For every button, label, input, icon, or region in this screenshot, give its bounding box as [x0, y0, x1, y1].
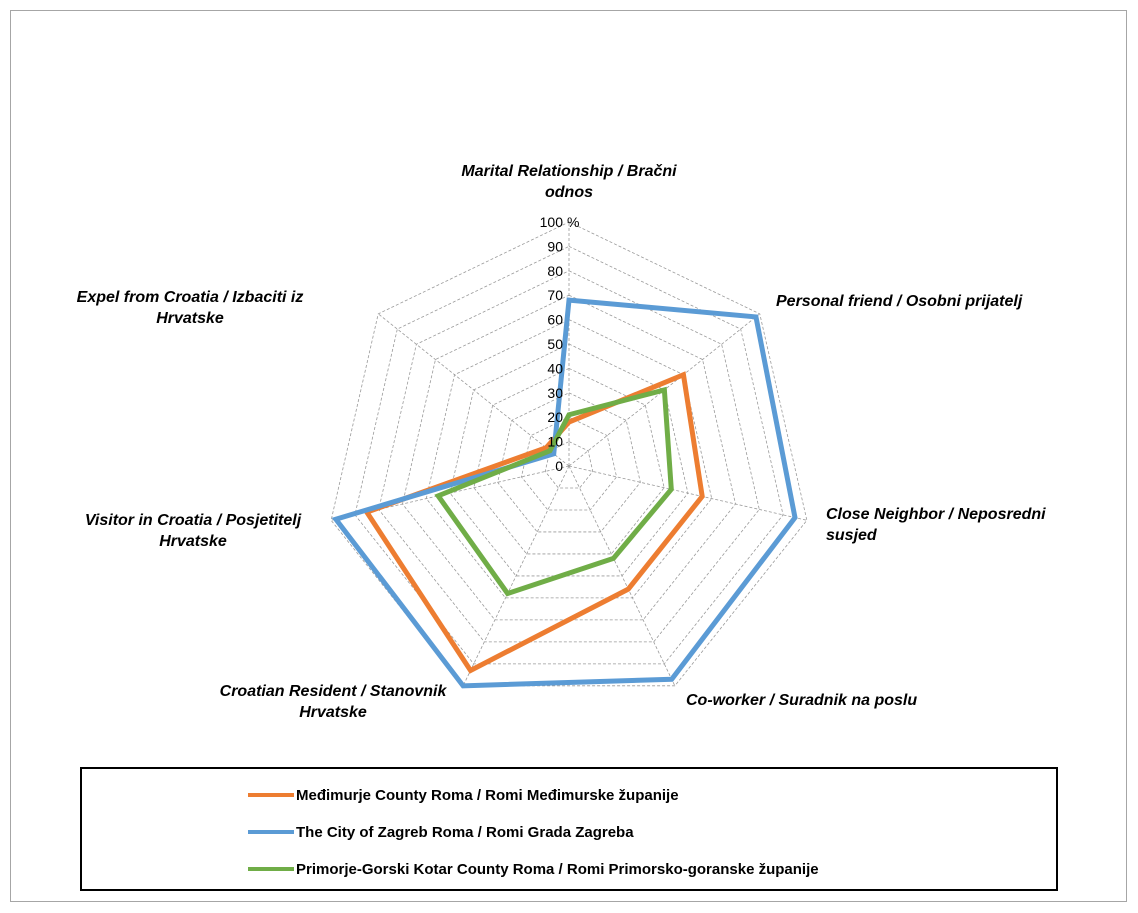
- grid-ring-50: [449, 343, 689, 577]
- chart-frame: [10, 10, 1127, 902]
- legend-swatch-medimurje: [248, 793, 294, 797]
- tick-label-100: 100: [540, 214, 564, 230]
- grid-ring-70: [402, 294, 736, 621]
- grid-ring-30: [497, 392, 641, 533]
- axis-label-1: Personal friend / Osobni prijatelj: [776, 293, 1023, 310]
- legend-label-medimurje: Međimurje County Roma / Romi Međimurske …: [296, 786, 679, 804]
- tick-label-30: 30: [547, 385, 563, 401]
- radar-grid: [330, 221, 808, 687]
- grid-ring-90: [354, 245, 784, 665]
- axis-label-0: Marital Relationship / Bračni odnos: [461, 163, 677, 201]
- series-line-2: [434, 386, 674, 597]
- tick-label-80: 80: [547, 263, 563, 279]
- legend: Međimurje County Roma / Romi Međimurske …: [80, 767, 1058, 891]
- spoke-4: [462, 465, 570, 687]
- legend-swatch-primorje: [248, 867, 294, 871]
- grid-ring-40: [473, 367, 665, 555]
- grid-ring-20: [520, 416, 618, 511]
- unit-label: %: [567, 214, 579, 230]
- tick-label-90: 90: [547, 238, 563, 254]
- spoke-6: [377, 313, 570, 467]
- legend-item-zagreb: The City of Zagreb Roma / Romi Grada Zag…: [248, 822, 634, 842]
- legend-item-medimurje: Međimurje County Roma / Romi Međimurske …: [248, 785, 679, 805]
- legend-label-zagreb: The City of Zagreb Roma / Romi Grada Zag…: [296, 823, 634, 841]
- grid-ring-60: [425, 319, 713, 599]
- grid-ring-80: [378, 270, 760, 643]
- spoke-3: [568, 465, 676, 687]
- axis-label-5: Visitor in Croatia / Posjetitelj Hrvatske: [85, 512, 302, 550]
- radar-series: [331, 297, 798, 689]
- radar-axis-labels: Marital Relationship / Bračni odnos Person…: [77, 163, 1047, 721]
- axis-label-4: Croatian Resident / Stanovnik Hrvatske: [220, 683, 448, 721]
- tick-label-0: 0: [555, 458, 563, 474]
- axis-label-2: Close Neighbor / Neposredni susjed: [826, 506, 1046, 544]
- legend-swatch-zagreb: [248, 830, 294, 834]
- radar-spokes: [331, 222, 807, 687]
- series-line-0: [362, 371, 705, 674]
- tick-label-70: 70: [547, 287, 563, 303]
- spoke-2: [568, 465, 807, 521]
- axis-label-3: Co-worker / Suradnik na poslu: [686, 692, 917, 709]
- tick-label-50: 50: [547, 336, 563, 352]
- legend-item-primorje: Primorje-Gorski Kotar County Roma / Romi…: [248, 859, 819, 879]
- tick-label-60: 60: [547, 312, 563, 328]
- tick-label-10: 10: [547, 434, 563, 450]
- axis-label-6: Expel from Croatia / Izbaciti iz Hrvatske: [77, 289, 304, 327]
- tick-label-40: 40: [547, 360, 563, 376]
- grid-ring-100: [330, 221, 808, 687]
- legend-label-primorje: Primorje-Gorski Kotar County Roma / Romi…: [296, 860, 819, 878]
- radar-tick-labels: 0 10 20 30 40 50 60 70 80 90 100: [540, 214, 564, 474]
- tick-label-20: 20: [547, 409, 563, 425]
